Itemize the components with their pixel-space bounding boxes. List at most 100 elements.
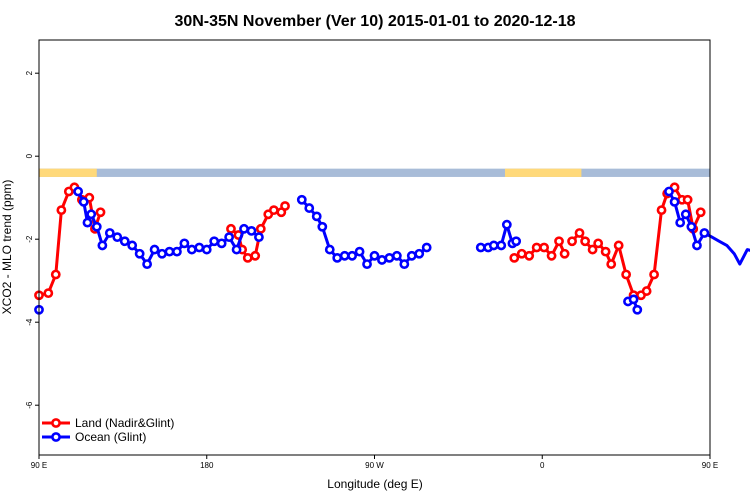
x-tick-label: 0	[540, 461, 545, 470]
data-point	[226, 223, 236, 234]
data-point	[686, 221, 697, 232]
data-point	[250, 250, 261, 261]
data-point	[632, 304, 643, 315]
data-point	[127, 240, 138, 251]
data-point	[649, 269, 659, 280]
data-point	[157, 248, 167, 259]
data-point	[362, 259, 372, 269]
data-point	[587, 244, 598, 255]
landmask-strip	[39, 168, 710, 177]
data-point	[699, 228, 710, 238]
data-point	[231, 244, 242, 255]
legend: Land (Nadir&Glint)Ocean (Glint)	[42, 416, 174, 444]
data-point	[186, 244, 197, 255]
data-point	[56, 205, 67, 216]
data-point	[695, 207, 706, 218]
data-point	[304, 203, 315, 213]
data-point	[239, 223, 249, 234]
data-point	[554, 236, 564, 247]
data-point	[73, 186, 84, 197]
data-point	[43, 288, 54, 299]
data-point	[567, 236, 577, 247]
data-point	[317, 221, 328, 232]
chart-title: 30N-35N November (Ver 10) 2015-01-01 to …	[174, 13, 575, 30]
data-point	[574, 228, 585, 238]
data-point	[628, 294, 639, 305]
data-point	[511, 236, 522, 247]
y-tick-label: 2	[25, 70, 34, 75]
series-ocean	[34, 186, 750, 315]
data-point	[641, 286, 652, 296]
data-point	[112, 232, 123, 243]
land-strip	[504, 168, 582, 177]
y-tick-label: -4	[25, 318, 34, 326]
y-tick-label: 0	[25, 153, 34, 158]
data-point	[339, 250, 350, 261]
land-strip	[39, 168, 97, 177]
data-point	[268, 205, 279, 216]
data-point	[86, 209, 97, 220]
data-point	[164, 246, 175, 257]
data-point	[509, 252, 520, 263]
data-point	[97, 240, 108, 251]
data-point	[656, 205, 667, 216]
data-point	[621, 269, 632, 280]
series-line	[38, 185, 102, 297]
data-point	[324, 244, 335, 255]
data-point	[332, 252, 343, 263]
data-point	[194, 242, 205, 253]
x-tick-label: 90 E	[702, 461, 718, 470]
y-tick-label: -6	[25, 401, 34, 409]
data-point	[496, 240, 507, 251]
data-point	[82, 217, 93, 228]
data-point	[149, 244, 160, 255]
x-tick-label: 180	[200, 461, 214, 470]
y-tick-label: -2	[25, 235, 34, 243]
data-point	[254, 232, 264, 243]
data-point	[414, 248, 425, 259]
data-point	[142, 259, 153, 269]
data-point	[216, 238, 227, 249]
data-point	[680, 209, 691, 220]
data-point	[78, 196, 89, 207]
data-point	[501, 219, 512, 230]
data-point	[50, 269, 61, 280]
data-point	[675, 217, 686, 228]
data-point	[606, 259, 617, 269]
data-point	[546, 250, 557, 261]
data-point	[664, 186, 674, 197]
data-point	[172, 246, 182, 257]
x-tick-label: 90 E	[31, 461, 47, 470]
data-point	[613, 240, 624, 251]
data-point	[559, 248, 570, 259]
data-point	[391, 250, 402, 261]
legend-marker	[51, 418, 61, 428]
data-point	[531, 242, 542, 253]
data-point	[311, 211, 322, 222]
legend-marker	[51, 432, 61, 442]
data-point	[488, 240, 499, 251]
data-point	[384, 252, 395, 263]
data-point	[179, 238, 190, 249]
data-point	[406, 250, 417, 261]
data-point	[475, 242, 486, 253]
y-axis: 2 0 -2 -4 -6	[25, 70, 39, 409]
data-point	[296, 194, 307, 205]
series-land	[34, 182, 706, 301]
x-axis: 90 E 180 90 W 0 90 E	[31, 455, 718, 470]
data-point	[224, 232, 235, 243]
legend-label: Ocean (Glint)	[75, 430, 146, 444]
plot-frame	[38, 39, 711, 456]
data-point	[119, 236, 130, 247]
data-point	[600, 246, 611, 257]
data-point	[255, 223, 266, 234]
data-point	[354, 246, 365, 257]
data-point	[516, 248, 527, 259]
legend-label: Land (Nadir&Glint)	[75, 416, 174, 430]
data-point	[95, 207, 106, 218]
data-point	[242, 252, 253, 263]
data-point	[524, 250, 535, 261]
data-point	[280, 201, 290, 211]
data-point	[692, 240, 702, 251]
